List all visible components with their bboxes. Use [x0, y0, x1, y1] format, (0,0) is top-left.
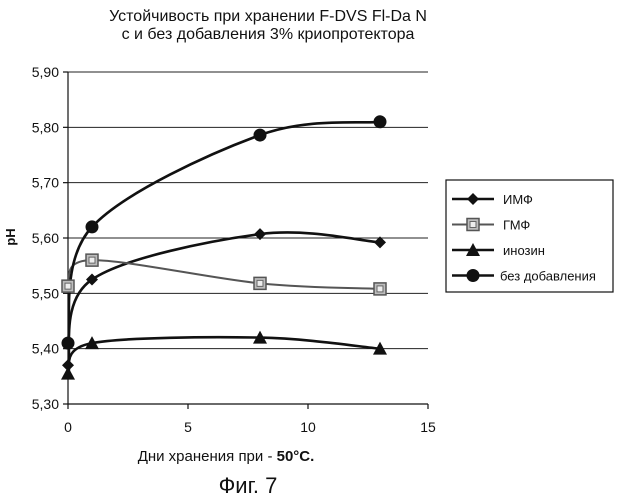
- y-tick-label: 5,90: [32, 64, 59, 80]
- data-point-inosine: [61, 367, 75, 380]
- legend-label-no-additive: без добавления: [500, 269, 596, 284]
- series-line-imf: [68, 232, 380, 365]
- y-tick-label: 5,70: [32, 175, 59, 191]
- x-tick-label: 10: [300, 419, 316, 435]
- legend-label-gmf: ГМФ: [503, 218, 530, 233]
- y-axis-label: pH: [3, 228, 18, 245]
- marker-square-inner: [89, 257, 95, 263]
- data-point-no-additive: [62, 337, 75, 350]
- y-tick-label: 5,60: [32, 230, 59, 246]
- legend-marker-no-additive: [467, 269, 480, 282]
- x-axis-label-main: Дни хранения при -: [138, 448, 277, 465]
- data-point-gmf: [86, 254, 98, 266]
- y-tick-label: 5,50: [32, 285, 59, 301]
- legend-label-inosine: инозин: [503, 243, 545, 258]
- x-tick-labels: 0 5 10 15: [64, 419, 436, 435]
- y-tick-label: 5,30: [32, 396, 59, 412]
- y-tick-label: 5,80: [32, 119, 59, 135]
- x-tick-label: 15: [420, 419, 436, 435]
- x-axis-label-temperature: 50°C.: [277, 448, 315, 465]
- x-axis-label: Дни хранения при - 50°C.: [138, 448, 315, 465]
- chart-title: Устойчивость при хранении F-DVS Fl-Da N: [109, 8, 427, 25]
- x-tick-label: 0: [64, 419, 72, 435]
- grid-lines: [68, 72, 428, 349]
- data-point-gmf: [254, 277, 266, 289]
- marker-square-inner: [470, 222, 476, 228]
- legend-marker-gmf: [467, 219, 479, 231]
- data-point-no-additive: [86, 220, 99, 233]
- legend: ИМФ ГМФ инозин без добавления: [446, 180, 613, 292]
- y-tick-labels: 5,30 5,40 5,50 5,60 5,70 5,80 5,90: [32, 64, 59, 412]
- data-point-no-additive: [374, 115, 387, 128]
- chart-subtitle: с и без добавления 3% криопротектора: [122, 26, 415, 43]
- series-layer: [61, 115, 387, 379]
- marker-square-inner: [257, 280, 263, 286]
- x-tick-label: 5: [184, 419, 192, 435]
- legend-label-imf: ИМФ: [503, 192, 533, 207]
- marker-square-inner: [377, 286, 383, 292]
- series-line-no-additive: [68, 122, 380, 343]
- data-point-gmf: [62, 280, 74, 292]
- y-tick-label: 5,40: [32, 341, 59, 357]
- figure-caption: Фиг. 7: [219, 473, 278, 498]
- series-line-gmf: [68, 260, 380, 289]
- data-point-no-additive: [254, 129, 267, 142]
- series-line-inosine: [68, 337, 380, 373]
- marker-square-inner: [65, 283, 71, 289]
- data-point-gmf: [374, 283, 386, 295]
